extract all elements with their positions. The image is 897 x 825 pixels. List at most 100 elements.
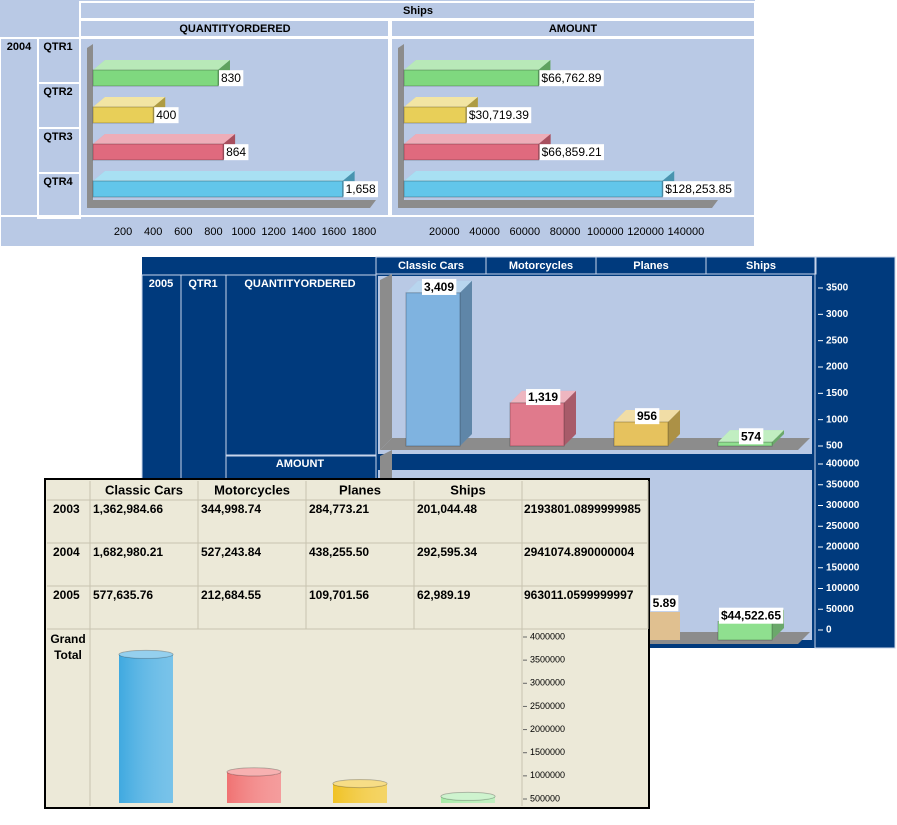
bar-side-shade [460, 280, 472, 446]
y-tick-label: 2500000 [530, 701, 565, 711]
measure-label: QUANTITYORDERED [244, 278, 355, 290]
value-label-bg [343, 181, 378, 198]
table-cell: 284,773.21 [309, 502, 369, 516]
column-header: Motorcycles [214, 482, 290, 497]
value-label-bg [466, 107, 532, 124]
bar-side-shade [772, 430, 784, 446]
quarter-label: QTR3 [43, 131, 72, 143]
x-tick-label: 1400 [292, 226, 316, 238]
x-tick-label: 100000 [587, 226, 624, 238]
cylinder-top [226, 767, 282, 777]
bar [403, 69, 539, 87]
chart-wall [398, 44, 404, 208]
value-label: 1,658 [346, 182, 376, 196]
x-tick-label: 80000 [550, 226, 581, 238]
y-tick-label: 3500 [826, 283, 849, 294]
value-label-bg [718, 607, 784, 624]
value-label: 1,319 [528, 390, 558, 404]
y-tick-label: 2000 [826, 362, 849, 373]
bar-side [668, 409, 680, 446]
value-label-bg [539, 144, 604, 161]
cylinder-top-shade [333, 779, 387, 788]
value-label: 830 [221, 71, 241, 85]
cylinder-top [440, 791, 496, 801]
bar-top-shade [404, 134, 551, 144]
chart-floor [87, 200, 376, 208]
bar-top [93, 134, 236, 144]
grand-total-label: Grand Total [50, 632, 86, 662]
value-label: $66,762.89 [541, 71, 601, 85]
y-tick-label: 2500 [826, 335, 849, 346]
bar [92, 106, 154, 124]
y-tick-label: 150000 [826, 562, 860, 573]
cylinder-shine [227, 771, 281, 803]
y-tick-label: 200000 [826, 542, 860, 553]
y-tick-label: 350000 [826, 479, 860, 490]
bar-fragment [650, 612, 680, 640]
y-tick-label: 50000 [826, 604, 854, 615]
value-label: $44,522.65 [721, 609, 781, 623]
chart-wall [380, 274, 392, 450]
table-cell: 438,255.50 [309, 545, 369, 559]
y-tick-label: 4000000 [530, 631, 565, 641]
x-tick-label: 1600 [322, 226, 346, 238]
bar [92, 143, 224, 161]
bar-top [93, 171, 355, 181]
chart-floor [380, 438, 810, 450]
measure-header: QUANTITYORDERED [179, 23, 290, 35]
value-label-bg [154, 107, 179, 124]
y-tick-label: 1500 [826, 388, 849, 399]
bar-top [404, 134, 551, 144]
value-label: $128,253.85 [665, 182, 732, 196]
y-tick-label: 1000 [826, 414, 849, 425]
bar [403, 180, 663, 198]
value-label-bg [634, 408, 660, 425]
value-label: $66,859.21 [542, 145, 602, 159]
x-tick-label: 1200 [261, 226, 285, 238]
column-header: Motorcycles [509, 260, 573, 272]
x-tick-label: 800 [204, 226, 222, 238]
cell-border [225, 274, 377, 456]
value-label-bg [663, 181, 735, 198]
cell-border [814, 256, 896, 649]
bar [403, 143, 540, 161]
value-label: 956 [637, 409, 657, 423]
column-header: Ships [746, 260, 776, 272]
bar-side-shade [668, 409, 680, 446]
bar [717, 621, 773, 641]
table-cell: 212,684.55 [201, 588, 261, 602]
table-cell: 62,989.19 [417, 588, 471, 602]
value-label: 400 [156, 108, 176, 122]
y-tick-label: 1000000 [530, 770, 565, 780]
bar-top [404, 171, 675, 181]
x-tick-label: 600 [174, 226, 192, 238]
value-label: 574 [741, 429, 761, 443]
row-label: 2004 [53, 545, 80, 559]
value-label-bg [525, 389, 561, 406]
bar-side [460, 280, 472, 446]
bar-side [772, 430, 784, 446]
bar-top-shade [93, 97, 166, 107]
table-cell: 109,701.56 [309, 588, 369, 602]
clipped-label: 5.89 [653, 596, 677, 610]
table-cell: 527,243.84 [201, 545, 261, 559]
cylinder-top-shade [441, 792, 495, 801]
value-label-bg [738, 428, 764, 445]
bar-top [93, 60, 230, 70]
row-label: 2005 [53, 588, 80, 602]
year-label: 2005 [149, 278, 173, 290]
table-cell: 1,362,984.66 [93, 502, 163, 516]
y-tick-label: 0 [826, 625, 832, 636]
grand-total-label-box: Grand Total [50, 632, 86, 662]
bar [403, 106, 467, 124]
measure-header: AMOUNT [549, 23, 598, 35]
x-tick-label: 200 [114, 226, 132, 238]
bar-top-shade [404, 171, 675, 181]
x-tick-label: 20000 [429, 226, 460, 238]
quarter-label: QTR1 [188, 278, 217, 290]
bar-top-shade [404, 60, 551, 70]
cylinder-shine [333, 783, 387, 803]
y-tick-label: 3500000 [530, 655, 565, 665]
cylinder-top-shade [227, 767, 281, 776]
